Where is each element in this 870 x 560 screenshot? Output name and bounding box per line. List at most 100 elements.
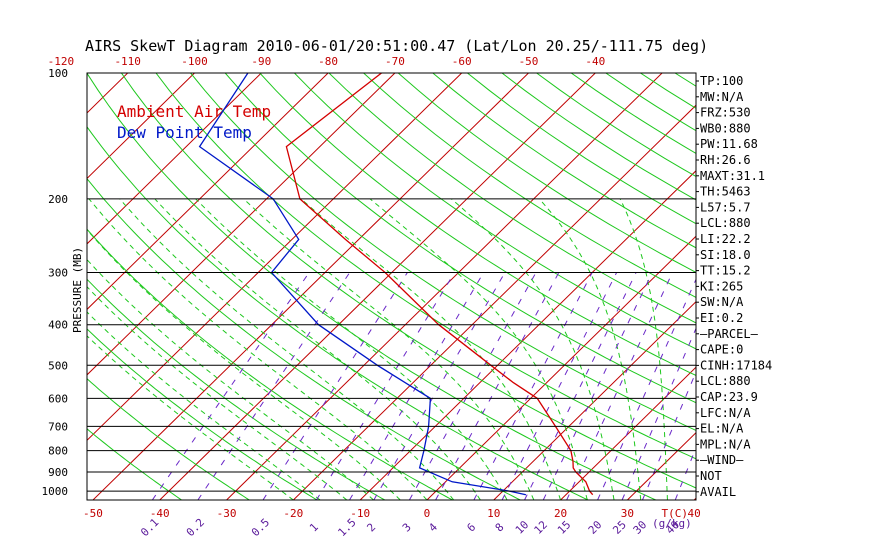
isotherm-line — [293, 104, 696, 500]
isotherm-line — [87, 73, 463, 442]
mixing-ratio-unit-label: (g/kg) — [652, 517, 692, 530]
top-temp-tick-label: -80 — [318, 55, 338, 68]
dry-adiabat-line — [501, 73, 696, 201]
isotherm-line — [87, 73, 129, 114]
dry-adiabat-line — [87, 278, 386, 500]
mixing-ratio-tick-label: 25 — [610, 518, 629, 537]
index-label: SW:N/A — [700, 295, 744, 309]
dry-adiabat-line — [432, 73, 696, 249]
moist-adiabat-line — [538, 198, 642, 500]
dry-adiabat-line — [294, 73, 696, 350]
index-label: CAP:23.9 — [700, 390, 758, 404]
top-temp-tick-label: -50 — [519, 55, 539, 68]
index-label: CAPE:0 — [700, 343, 743, 357]
index-label: MPL:N/A — [700, 437, 751, 451]
y-axis-label: PRESSURE (MB) — [71, 247, 84, 333]
dry-adiabat-line — [363, 73, 696, 298]
dewpoint-series-line — [198, 73, 527, 496]
bottom-temp-tick-label: 10 — [487, 507, 500, 520]
chart-title: AIRS SkewT Diagram 2010-06-01/20:51:00.4… — [85, 37, 708, 55]
index-label: LFC:N/A — [700, 406, 751, 420]
mixing-ratio-tick-label: 12 — [532, 518, 551, 537]
moist-adiabat-line — [87, 229, 401, 500]
moist-adiabat-line — [87, 335, 294, 500]
index-label: LCL:880 — [700, 374, 751, 388]
index-label: TP:100 — [700, 74, 743, 88]
mixing-ratio-line — [151, 272, 310, 500]
bottom-temp-tick-label: 40 — [688, 507, 701, 520]
isotherm-line — [87, 73, 262, 245]
pressure-tick-label: 600 — [48, 392, 68, 405]
moist-adiabat-line — [451, 198, 615, 500]
dry-adiabat-line — [87, 328, 318, 500]
mixing-ratio-line — [473, 272, 593, 500]
pressure-tick-label: 900 — [48, 466, 68, 479]
pressure-tick-label: 200 — [48, 193, 68, 206]
bottom-temp-tick-label: 30 — [621, 507, 634, 520]
index-label: KI:265 — [700, 279, 743, 293]
index-label: LI:22.2 — [700, 232, 751, 246]
top-temp-tick-label: -110 — [114, 55, 141, 68]
bottom-temp-tick-label: -30 — [217, 507, 237, 520]
moist-adiabat-line — [87, 286, 348, 500]
bottom-temp-tick-labels: -50 -40 -30 -20 -10 0 10 20 30 40T(C) — [83, 507, 701, 520]
index-label: TH:5463 — [700, 185, 751, 199]
moist-adiabat-lines — [87, 198, 668, 500]
pressure-tick-label: 800 — [48, 445, 68, 458]
index-label: EI:0.2 — [700, 311, 743, 325]
mixing-ratio-line — [501, 272, 618, 500]
dry-adiabat-line — [397, 73, 696, 273]
bottom-temp-tick-label: -10 — [350, 507, 370, 520]
pressure-tick-label: 700 — [48, 420, 68, 433]
isotherm-line — [226, 73, 663, 500]
bottom-temp-tick-label: 0 — [424, 507, 431, 520]
index-label: RH:26.6 — [700, 153, 751, 167]
pressure-tick-label: 500 — [48, 359, 68, 372]
mixing-ratio-line — [349, 272, 484, 500]
dry-adiabat-line — [155, 73, 696, 460]
legend-entry: Ambient Air Temp — [117, 102, 271, 121]
dry-adiabat-line — [259, 73, 696, 377]
mixing-ratio-tick-label: 30 — [631, 518, 650, 537]
bottom-temp-tick-label: -20 — [283, 507, 303, 520]
dry-adiabat-line — [120, 73, 696, 489]
dry-adiabat-line — [87, 428, 182, 500]
index-label: PW:11.68 — [700, 137, 758, 151]
index-label: SI:18.0 — [700, 248, 751, 262]
moist-adiabat-line — [88, 198, 428, 500]
x-axis-label: T(C) — [662, 507, 689, 520]
index-label: FRZ:530 — [700, 106, 751, 120]
top-temp-tick-label: -40 — [585, 55, 605, 68]
dry-adiabat-line — [744, 73, 870, 500]
isotherm-line — [87, 73, 329, 311]
dry-adiabat-line — [224, 73, 696, 404]
moist-adiabat-line — [300, 198, 562, 500]
index-label: NOT — [700, 469, 722, 483]
mixing-ratio-tick-label: 6 — [464, 521, 478, 535]
bottom-temp-tick-label: -40 — [150, 507, 170, 520]
dry-adiabat-line — [87, 228, 453, 500]
mixing-ratio-line — [197, 272, 351, 500]
mixing-ratio-tick-label: 1 — [307, 521, 321, 535]
mixing-ratio-line — [524, 272, 637, 500]
top-temp-tick-label: -60 — [452, 55, 472, 68]
mixing-ratio-tick-label: 3 — [400, 521, 414, 535]
index-label: AVAIL — [700, 485, 736, 499]
isotherm-line — [0, 73, 61, 500]
mixing-ratio-line — [262, 272, 408, 500]
moist-adiabat-line — [154, 198, 481, 500]
isotherm-line — [159, 73, 596, 500]
legend-entry: Dew Point Temp — [117, 123, 252, 142]
dry-adiabat-line — [87, 377, 250, 500]
mixing-ratio-tick-label: 15 — [555, 518, 574, 537]
mixing-ratio-tick-label: 2 — [364, 521, 378, 535]
mixing-ratio-line — [542, 272, 653, 500]
bottom-temp-tick-label: -50 — [83, 507, 103, 520]
bottom-temp-tick-label: 20 — [554, 507, 567, 520]
mixing-ratio-line — [316, 272, 455, 500]
dry-adiabat-line — [87, 177, 521, 500]
top-temp-tick-label: -120 — [48, 55, 75, 68]
isotherm-line — [761, 73, 870, 500]
pressure-tick-label: 100 — [48, 67, 68, 80]
